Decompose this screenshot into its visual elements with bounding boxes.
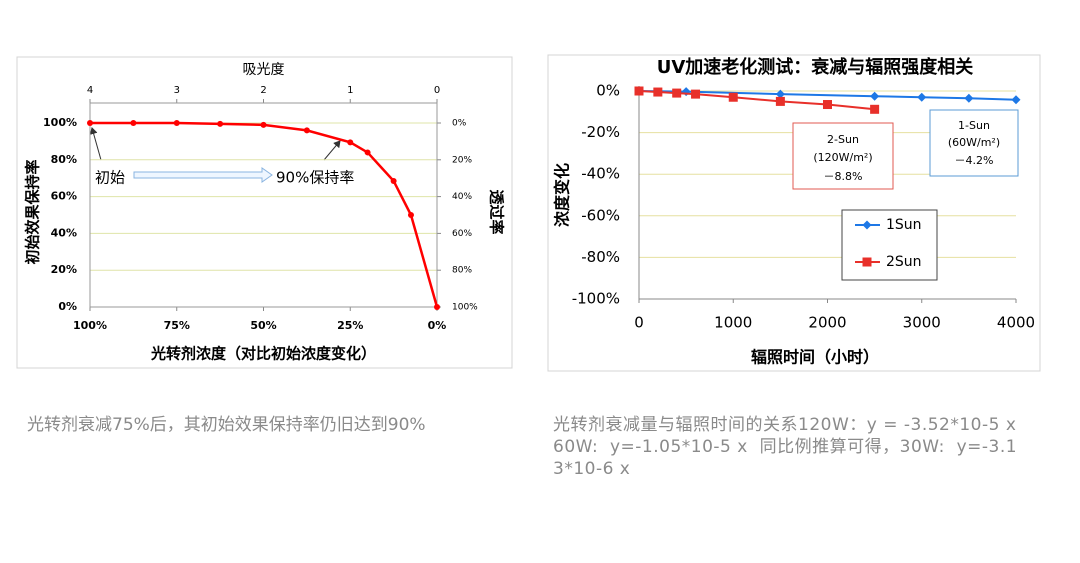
arrow xyxy=(323,140,341,161)
point xyxy=(260,121,267,128)
chart-frame xyxy=(547,54,1041,372)
x-tick-label: 25% xyxy=(337,319,363,332)
plot-border xyxy=(89,102,438,308)
point xyxy=(347,139,354,146)
x-tick-label: 50% xyxy=(250,319,276,332)
point xyxy=(407,212,414,218)
point xyxy=(672,88,682,98)
point xyxy=(217,120,224,127)
point xyxy=(130,120,137,126)
annotation: －4.2% xyxy=(955,154,994,167)
x-tick-label: 0 xyxy=(634,314,644,332)
x2-tick-label: 3 xyxy=(174,85,180,96)
point xyxy=(173,120,180,126)
point xyxy=(870,91,880,101)
point xyxy=(775,89,785,99)
y2-tick-label: 40% xyxy=(452,192,472,202)
y2-tick-label: 80% xyxy=(452,266,472,276)
point xyxy=(303,127,310,134)
y-tick-label: 100% xyxy=(43,116,77,129)
x-tick-label: 75% xyxy=(164,319,190,332)
y-tick-label: -80% xyxy=(581,248,620,266)
y-tick-label: -60% xyxy=(581,206,620,224)
point xyxy=(390,177,397,184)
y-tick-label: 0% xyxy=(58,300,77,313)
x-tick-label: 0% xyxy=(428,319,447,332)
caption: 光转剂衰减75%后，其初始效果保持率仍旧达到90% xyxy=(27,415,426,435)
y-tick-label: 80% xyxy=(51,153,77,166)
point xyxy=(964,93,974,103)
y2-axis-title: 透过率 xyxy=(488,189,506,234)
hollow-arrow xyxy=(133,167,273,183)
x-tick-label: 3000 xyxy=(903,314,941,332)
point xyxy=(823,100,832,110)
chart-frame xyxy=(16,56,513,369)
legend-marker xyxy=(862,257,872,267)
legend-marker xyxy=(862,220,872,230)
y-tick-label: -40% xyxy=(581,165,620,183)
arrow xyxy=(89,127,102,161)
line xyxy=(90,121,439,308)
x-tick-label: 100% xyxy=(73,319,107,332)
chart-title: UV加速老化测试：衰减与辐照强度相关 xyxy=(657,56,974,78)
x2-tick-label: 4 xyxy=(87,85,93,96)
annotation: (120W/m²) xyxy=(813,151,872,164)
point xyxy=(364,149,371,156)
annotation-box xyxy=(929,109,1019,177)
x2-tick-label: 0 xyxy=(434,85,440,96)
point xyxy=(691,89,701,99)
y-tick-label: 20% xyxy=(51,263,77,276)
x-axis-title: 辐照时间（小时） xyxy=(751,348,879,367)
x-tick-label: 4000 xyxy=(997,314,1035,332)
point xyxy=(653,87,663,97)
x2-axis-title: 吸光度 xyxy=(243,62,285,78)
y-tick-label: -100% xyxy=(572,290,620,308)
annotation: 2-Sun xyxy=(827,133,859,146)
annotation: (60W/m²) xyxy=(948,136,1000,149)
annotation: 1-Sun xyxy=(958,119,990,132)
y2-tick-label: 0% xyxy=(452,119,467,129)
x2-tick-label: 1 xyxy=(347,85,353,96)
point xyxy=(870,104,880,114)
annotation: －8.8% xyxy=(824,170,863,183)
y-tick-label: 40% xyxy=(51,226,77,239)
y2-tick-label: 100% xyxy=(452,303,478,313)
y-tick-label: 0% xyxy=(596,82,620,100)
y2-tick-label: 20% xyxy=(452,155,472,165)
point xyxy=(87,120,93,126)
legend-box xyxy=(841,209,938,281)
point xyxy=(917,92,927,102)
x-tick-label: 1000 xyxy=(714,314,752,332)
y-axis-title: 浓度变化 xyxy=(553,163,572,227)
legend-label: 1Sun xyxy=(886,217,922,233)
annotation: 90%保持率 xyxy=(276,169,354,187)
y-tick-label: 60% xyxy=(51,190,77,203)
annotation-box xyxy=(792,122,894,190)
legend-label: 2Sun xyxy=(886,254,922,270)
caption: 光转剂衰减量与辐照时间的关系120W：y = -3.52*10-5 x 60W:… xyxy=(553,415,1041,479)
x2-tick-label: 2 xyxy=(260,85,266,96)
point xyxy=(434,304,440,310)
point xyxy=(634,86,644,96)
y-tick-label: -20% xyxy=(581,123,620,141)
point xyxy=(1011,95,1021,105)
y2-tick-label: 60% xyxy=(452,229,472,239)
point xyxy=(728,92,738,102)
annotation: 初始 xyxy=(95,169,125,187)
x-axis-title: 光转剂浓度（对比初始浓度变化） xyxy=(150,345,376,363)
x-tick-label: 2000 xyxy=(808,314,846,332)
y-axis-title: 初始效果保持率 xyxy=(24,159,42,264)
point xyxy=(775,96,785,106)
